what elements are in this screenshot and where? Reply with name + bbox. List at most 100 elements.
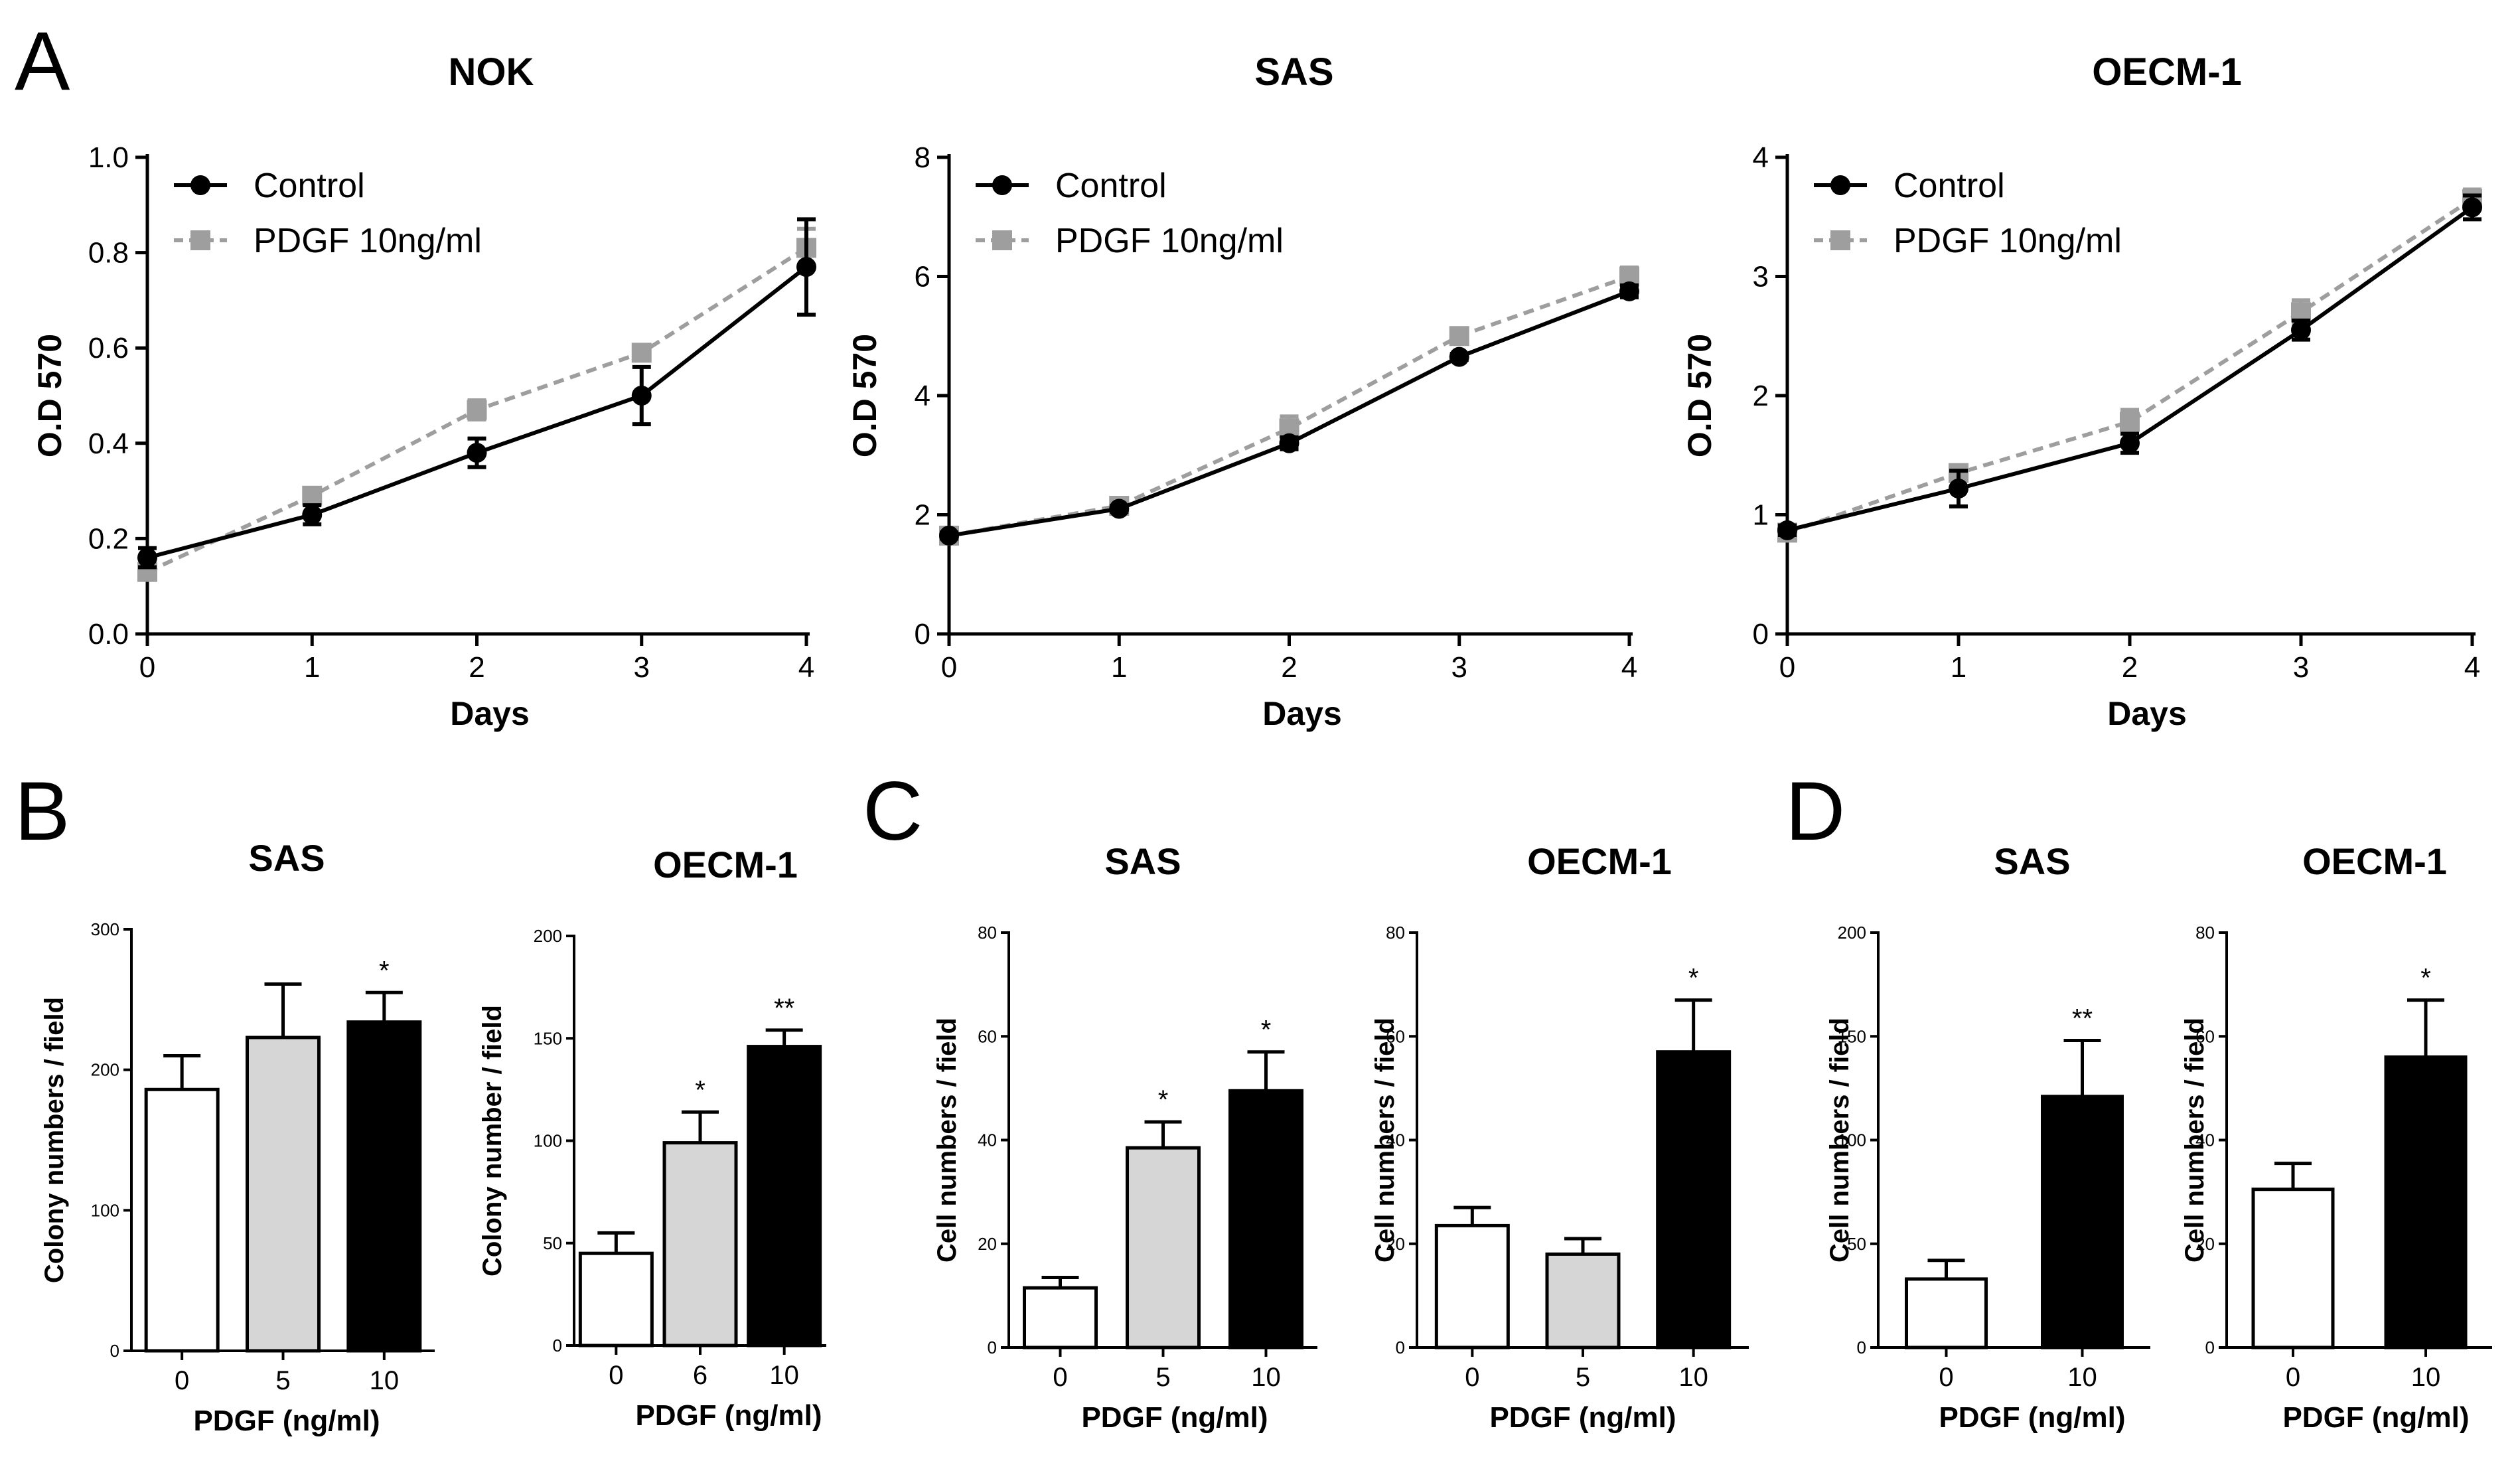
panel-label-b: B [15, 765, 70, 858]
y-tick-label: 6 [915, 261, 930, 293]
x-tick-label: 5 [1155, 1363, 1170, 1392]
y-axis-label: Cell numbers / field [2180, 1018, 2209, 1263]
y-tick-label: 0 [988, 1338, 997, 1357]
significance-marker: ** [2072, 1004, 2093, 1034]
y-tick-label: 4 [1753, 141, 1769, 174]
legend-label-control: Control [1893, 167, 2005, 205]
y-tick-label: 0 [1396, 1338, 1405, 1357]
x-axis-label: PDGF (ng/ml) [1939, 1401, 2125, 1434]
x-tick-label: 4 [798, 651, 814, 684]
chart-nok-line: NOK 0.0 0.2 0.4 0.6 0.8 1.0 0 1 2 3 4 Days O.D 570 Con… [31, 50, 816, 732]
y-tick-label: 40 [1386, 1130, 1405, 1150]
y-tick-label: 80 [1386, 923, 1405, 943]
significance-marker: * [1261, 1016, 1272, 1045]
legend-marker-pdgf [1830, 230, 1850, 250]
x-tick-label: 2 [469, 651, 484, 684]
x-axis-label: PDGF (ng/ml) [635, 1399, 822, 1432]
x-axis-label: Days [450, 695, 530, 732]
y-tick-label: 8 [915, 141, 930, 174]
bar [1545, 1252, 1621, 1349]
bar [2251, 1188, 2335, 1349]
significance-marker: * [695, 1075, 705, 1105]
chart-b-sas-bar: SAS 0 100 200 300 Colony numbers / field 0 5 10 *… [40, 837, 435, 1437]
y-tick-label: 60 [2195, 1026, 2215, 1046]
y-tick-label: 2 [1753, 380, 1769, 412]
data-point-control [1777, 520, 1797, 540]
chart-title: SAS [1104, 840, 1181, 882]
data-point-control [1949, 479, 1968, 499]
data-point-pdgf [2120, 412, 2140, 432]
legend-marker-pdgf [992, 230, 1012, 250]
y-axis-label: O.D 570 [31, 334, 68, 457]
legend-label-pdgf: PDGF 10ng/ml [1893, 222, 2122, 260]
legend-marker-pdgf [190, 230, 210, 250]
bar [144, 1087, 220, 1353]
x-tick-label: 2 [2122, 651, 2138, 684]
x-tick-label: 3 [2293, 651, 2309, 684]
y-tick-label: 200 [1838, 923, 1866, 943]
data-point-control [631, 386, 652, 406]
y-tick-label: 20 [1386, 1234, 1405, 1254]
y-tick-label: 0 [915, 618, 930, 651]
y-tick-label: 0 [1857, 1338, 1866, 1357]
significance-marker: * [2420, 964, 2431, 993]
chart-title: OECM-1 [653, 844, 798, 885]
chart-title: OECM-1 [1527, 840, 1672, 882]
bar [1905, 1277, 1988, 1349]
y-axis-label: O.D 570 [1681, 334, 1718, 457]
x-tick-label: 1 [1111, 651, 1127, 684]
x-axis-label: PDGF (ng/ml) [2282, 1401, 2469, 1434]
y-axis-label: Cell numbers / field [1371, 1018, 1400, 1263]
y-tick-label: 60 [1386, 1026, 1405, 1046]
chart-title: SAS [1994, 840, 2070, 882]
data-point-pdgf [302, 485, 323, 506]
bar [2041, 1095, 2124, 1349]
legend-label-control: Control [1055, 167, 1167, 205]
y-tick-label: 0 [1753, 618, 1769, 651]
bar [578, 1251, 654, 1347]
chart-title: OECM-1 [2092, 50, 2242, 94]
y-tick-label: 1.0 [88, 141, 129, 174]
x-tick-label: 0 [139, 651, 155, 684]
significance-marker: * [379, 956, 390, 985]
x-tick-label: 2 [1281, 651, 1297, 684]
y-tick-label: 3 [1753, 261, 1769, 293]
bar [747, 1045, 822, 1347]
y-tick-label: 60 [978, 1026, 997, 1046]
y-axis-label: O.D 570 [846, 334, 883, 457]
x-tick-label: 0 [2286, 1363, 2300, 1392]
chart-d-sas-bar: SAS 0 50 100 150 200 Cell numbers / field 0 10 **… [1825, 840, 2150, 1434]
y-tick-label: 300 [91, 919, 119, 939]
x-axis-label: PDGF (ng/ml) [1081, 1401, 1268, 1434]
y-tick-label: 50 [543, 1233, 562, 1253]
chart-d-oecm1-bar: OECM-1 0 20 40 60 80 Cell numbers / field 0 10 * P… [2180, 840, 2492, 1434]
y-tick-label: 40 [978, 1130, 997, 1150]
legend-label-pdgf: PDGF 10ng/ml [1055, 222, 1284, 260]
x-tick-label: 0 [941, 651, 957, 684]
x-tick-label: 1 [304, 651, 320, 684]
bar [346, 1020, 422, 1353]
data-point-control [2120, 433, 2140, 453]
y-tick-label: 20 [978, 1234, 997, 1254]
x-tick-label: 1 [1951, 651, 1966, 684]
x-tick-label: 10 [2411, 1363, 2441, 1392]
y-tick-label: 200 [91, 1060, 119, 1080]
legend-marker-control [190, 175, 210, 195]
bar [1023, 1286, 1098, 1349]
x-tick-label: 5 [275, 1366, 290, 1395]
y-tick-label: 80 [978, 923, 997, 943]
legend-marker-control [1830, 175, 1850, 195]
bar [1228, 1089, 1303, 1349]
data-point-control [939, 525, 959, 546]
data-point-pdgf [467, 400, 487, 420]
x-tick-label: 0 [1465, 1363, 1479, 1392]
legend-marker-control [992, 175, 1012, 195]
y-tick-label: 100 [1838, 1130, 1866, 1150]
series-line-pdgf [948, 274, 1630, 538]
panel-label-d: D [1785, 765, 1845, 858]
panel-label-c: C [863, 765, 923, 858]
bar [1126, 1146, 1201, 1349]
y-tick-label: 200 [534, 926, 562, 946]
chart-b-oecm1-bar: OECM-1 0 50 100 150 200 Colony number / field 0… [478, 844, 826, 1432]
data-point-control [302, 504, 323, 525]
